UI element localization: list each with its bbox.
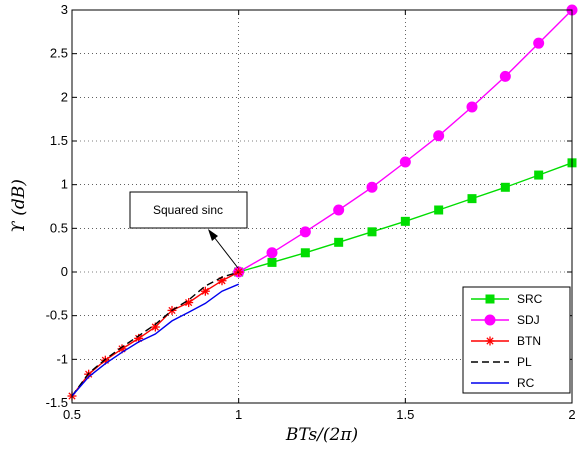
x-tick-label: 0.5 bbox=[63, 407, 81, 422]
legend: SRC SDJ BTN PL RC bbox=[462, 286, 571, 394]
annotation-arrow-head bbox=[208, 229, 218, 241]
series-src-marker bbox=[267, 257, 277, 267]
annotation-text: Squared sinc bbox=[153, 203, 223, 217]
legend-box bbox=[462, 286, 571, 394]
y-tick-label: 0.5 bbox=[50, 220, 68, 235]
annotation-box bbox=[129, 191, 248, 229]
x-tick-label: 1 bbox=[235, 407, 242, 422]
legend-item-rc: RC bbox=[471, 376, 535, 390]
series-sdj-marker bbox=[366, 181, 378, 193]
series-src-marker bbox=[367, 227, 377, 237]
legend-label: RC bbox=[517, 376, 535, 390]
annotation-arrow-line bbox=[213, 236, 239, 269]
ticks: 0.5 1 1.5 2 -1.5 -1 -0.5 0 0.5 1 1.5 2 2.5 3 bbox=[46, 2, 576, 422]
series-pl bbox=[71, 271, 239, 397]
series-sdj-marker bbox=[433, 130, 445, 142]
legend-item-sdj: SDJ bbox=[471, 313, 540, 327]
y-tick-label: 1.5 bbox=[50, 133, 68, 148]
series-pl-line bbox=[71, 271, 239, 397]
series-src-marker bbox=[534, 170, 544, 180]
series-sdj-marker bbox=[466, 101, 478, 113]
x-tick-label: 1.5 bbox=[396, 407, 414, 422]
legend-label: PL bbox=[517, 355, 532, 369]
legend-marker bbox=[485, 294, 495, 304]
annotation: Squared sinc bbox=[129, 191, 248, 269]
series-sdj-marker bbox=[499, 70, 511, 82]
x-tick-label: 2 bbox=[568, 407, 575, 422]
legend-marker bbox=[484, 314, 496, 326]
series-src-marker bbox=[300, 248, 310, 258]
y-axis-label: ϒ (dB) bbox=[9, 179, 29, 233]
legend-marker bbox=[485, 336, 495, 346]
x-axis-label: BTs/(2π) bbox=[285, 425, 358, 445]
series-sdj-marker bbox=[333, 204, 345, 216]
series-src-marker bbox=[500, 182, 510, 192]
legend-item-src: SRC bbox=[471, 292, 543, 306]
series-sdj-marker bbox=[299, 226, 311, 238]
series-rc bbox=[71, 283, 239, 397]
y-tick-label: 1 bbox=[61, 177, 68, 192]
series-sdj-marker bbox=[533, 37, 545, 49]
series-src-marker bbox=[434, 205, 444, 215]
y-tick-label: -1 bbox=[56, 351, 68, 366]
series-sdj-marker bbox=[266, 247, 278, 259]
y-tick-label: 0 bbox=[61, 264, 68, 279]
series-layer bbox=[67, 4, 578, 401]
series-btn-marker bbox=[200, 286, 210, 296]
legend-item-btn: BTN bbox=[471, 334, 541, 348]
y-tick-label: 3 bbox=[61, 2, 68, 17]
legend-label: SRC bbox=[517, 292, 543, 306]
y-tick-label: -0.5 bbox=[46, 308, 68, 323]
series-src-marker bbox=[400, 216, 410, 226]
series-rc-line bbox=[71, 283, 239, 397]
series-src-marker bbox=[467, 194, 477, 204]
y-tick-label: -1.5 bbox=[46, 395, 68, 410]
legend-item-pl: PL bbox=[471, 355, 532, 369]
series-sdj-marker bbox=[399, 156, 411, 168]
y-tick-label: 2 bbox=[61, 89, 68, 104]
plot-frame bbox=[71, 9, 573, 404]
legend-label: SDJ bbox=[517, 313, 540, 327]
series-sdj bbox=[233, 4, 578, 278]
series-src-marker bbox=[334, 237, 344, 247]
y-tick-label: 2.5 bbox=[50, 46, 68, 61]
legend-label: BTN bbox=[517, 334, 541, 348]
